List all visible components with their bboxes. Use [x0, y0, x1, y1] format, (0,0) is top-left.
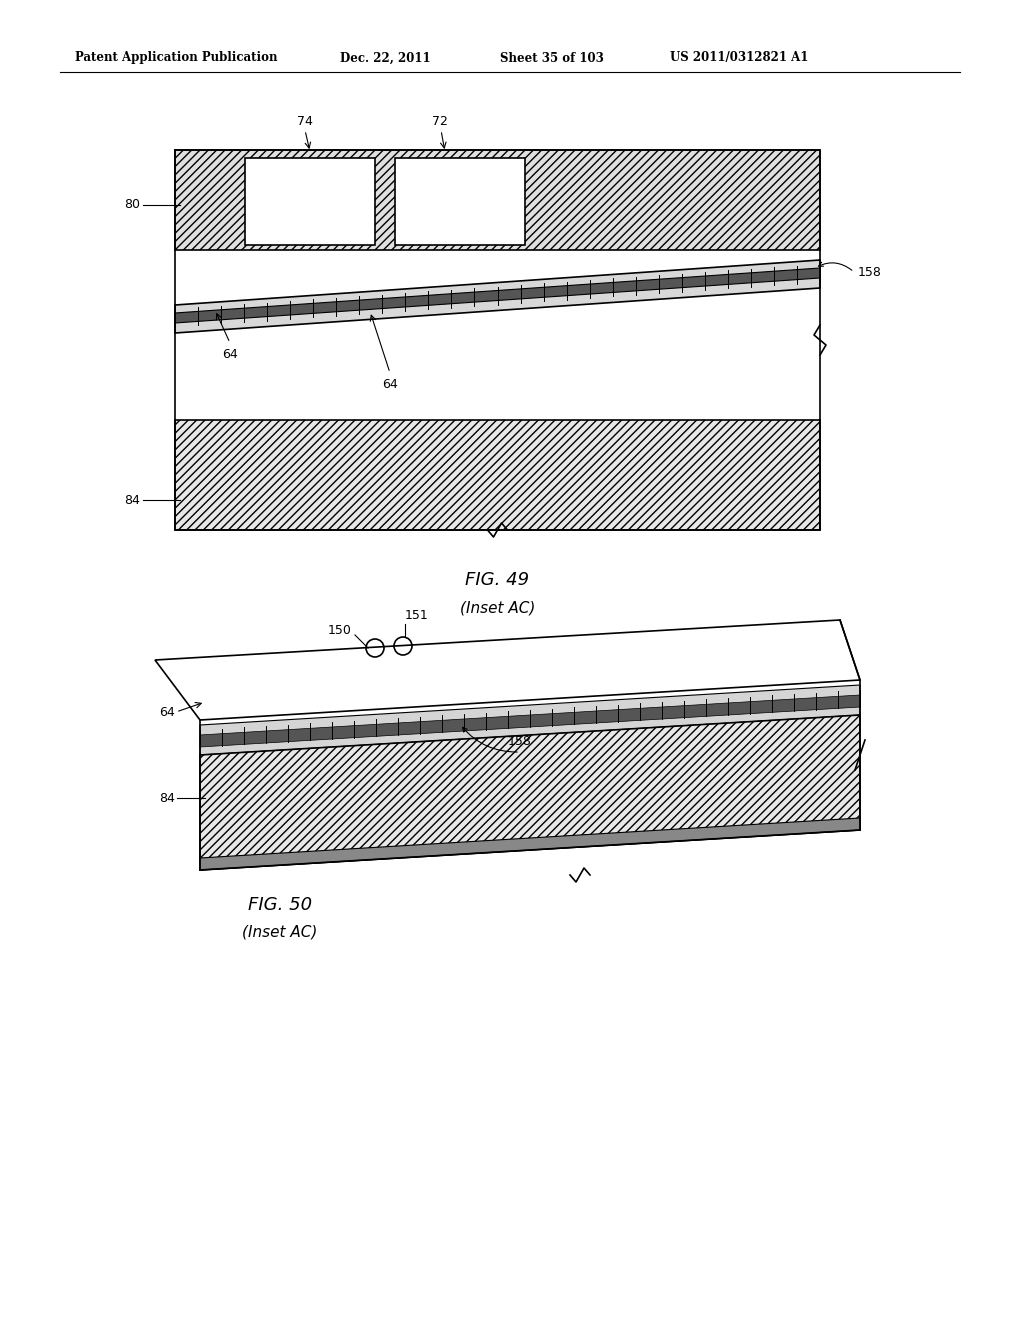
Text: FIG. 49: FIG. 49 — [466, 572, 529, 589]
Text: 64: 64 — [160, 705, 175, 718]
Polygon shape — [175, 150, 820, 249]
Text: 84: 84 — [124, 494, 140, 507]
Polygon shape — [200, 685, 860, 755]
Text: 158: 158 — [508, 735, 531, 748]
Polygon shape — [175, 420, 820, 531]
Text: 84: 84 — [159, 792, 175, 804]
Text: 64: 64 — [382, 379, 398, 392]
Polygon shape — [200, 715, 860, 870]
Text: (Inset AC): (Inset AC) — [460, 601, 536, 615]
Text: 74: 74 — [297, 115, 313, 128]
Text: Patent Application Publication: Patent Application Publication — [75, 51, 278, 65]
Text: Sheet 35 of 103: Sheet 35 of 103 — [500, 51, 604, 65]
Text: 158: 158 — [858, 265, 882, 279]
Polygon shape — [200, 818, 860, 870]
Polygon shape — [175, 268, 820, 323]
Polygon shape — [155, 620, 860, 719]
Text: 64: 64 — [222, 348, 238, 362]
Text: 72: 72 — [432, 115, 447, 128]
Text: Dec. 22, 2011: Dec. 22, 2011 — [340, 51, 431, 65]
Text: FIG. 50: FIG. 50 — [248, 896, 312, 913]
Polygon shape — [395, 158, 525, 246]
Text: 80: 80 — [124, 198, 140, 211]
Text: US 2011/0312821 A1: US 2011/0312821 A1 — [670, 51, 808, 65]
FancyArrowPatch shape — [463, 727, 517, 752]
FancyArrowPatch shape — [818, 263, 852, 271]
Polygon shape — [245, 158, 375, 246]
Polygon shape — [200, 696, 860, 747]
Text: 151: 151 — [406, 609, 429, 622]
Polygon shape — [175, 260, 820, 333]
Text: 150: 150 — [328, 624, 352, 638]
Text: (Inset AC): (Inset AC) — [243, 924, 317, 940]
